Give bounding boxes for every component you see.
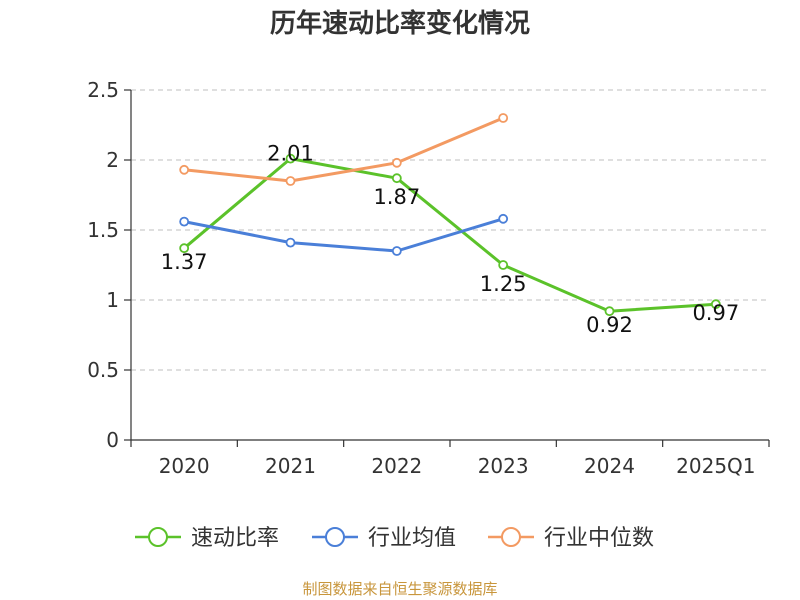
y-tick-label: 0	[106, 428, 119, 452]
source-note: 制图数据来自恒生聚源数据库	[302, 580, 498, 598]
data-point	[285, 176, 296, 186]
legend-swatch-marker	[325, 527, 345, 547]
data-label: 2.01	[267, 142, 314, 166]
data-point	[498, 113, 509, 123]
data-point	[498, 213, 509, 224]
chart-title: 历年速动比率变化情况	[269, 9, 530, 39]
x-tick-label: 2024	[584, 454, 635, 478]
data-label: 1.25	[480, 272, 527, 296]
legend-item[interactable]: 行业中位数	[488, 526, 654, 551]
data-point	[391, 173, 402, 184]
y-tick-label: 1	[106, 288, 119, 312]
series-line	[184, 116, 504, 183]
data-point	[391, 157, 402, 168]
x-tick-label: 2022	[371, 454, 422, 478]
data-label: 1.87	[373, 185, 420, 209]
axes: 0 0.5 1 1.5 2 2.5 2020 2021 2022 2023 2024 2025Q1	[87, 78, 770, 478]
y-tick-label: 2	[106, 148, 119, 172]
legend-swatch-marker	[501, 527, 521, 547]
y-tick-label: 0.5	[87, 358, 119, 382]
data-label: 1.37	[161, 250, 208, 274]
legend-label: 行业均值	[368, 526, 456, 551]
legend-label: 行业中位数	[544, 526, 654, 551]
series-lines	[179, 113, 721, 317]
data-point	[179, 216, 190, 227]
legend-item[interactable]: 速动比率	[135, 526, 279, 551]
x-tick-label: 2021	[265, 454, 316, 478]
data-point	[285, 237, 296, 248]
data-point	[285, 153, 296, 164]
series-line	[183, 217, 504, 253]
data-point	[179, 164, 190, 175]
data-point	[710, 299, 721, 310]
data-label: 0.97	[692, 301, 739, 325]
y-tick-label: 2.5	[87, 78, 119, 102]
x-tick-label: 2023	[478, 454, 529, 478]
legend-swatch-marker	[148, 527, 168, 547]
y-tick-label: 1.5	[87, 218, 119, 242]
series-line	[183, 157, 716, 313]
data-point	[604, 306, 615, 317]
legend-label: 速动比率	[191, 526, 279, 551]
data-point	[179, 243, 190, 254]
data-point	[391, 246, 402, 256]
data-label: 0.92	[586, 313, 633, 337]
x-tick-label: 2025Q1	[676, 454, 755, 478]
x-tick-label: 2020	[159, 454, 210, 478]
data-labels: 1.37 2.01 1.87 1.25 0.92 0.97	[161, 142, 739, 338]
legend-item[interactable]: 行业均值	[312, 526, 456, 551]
grid-lines	[131, 89, 769, 371]
data-point	[498, 260, 509, 270]
legend: 速动比率 行业均值 行业中位数	[135, 526, 654, 551]
